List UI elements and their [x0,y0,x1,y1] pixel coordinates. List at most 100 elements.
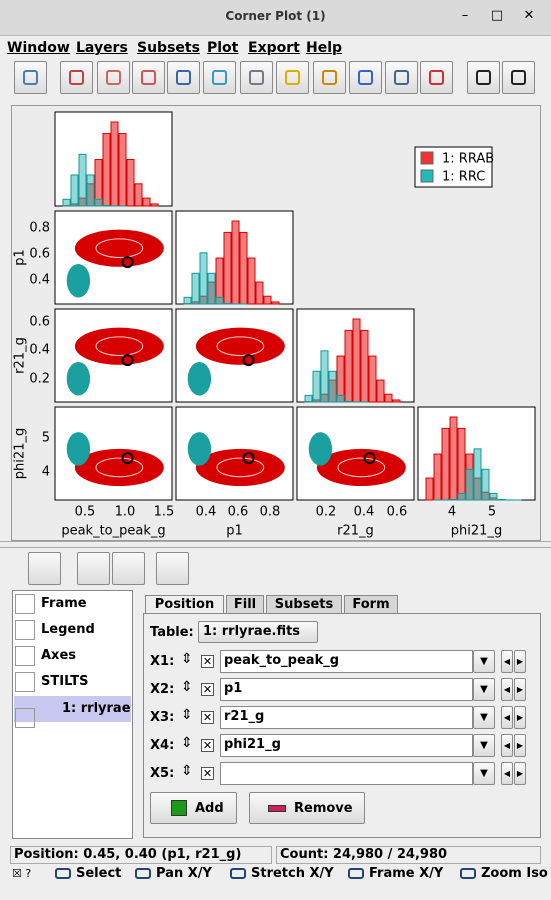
toolbar-button[interactable] [14,61,47,94]
tab[interactable]: Form [344,595,398,614]
toolbar-button[interactable] [203,61,236,94]
tool-icon[interactable] [55,868,71,879]
scatter-cloud-rrab [74,448,164,487]
layer-toolbar-button[interactable] [156,552,189,585]
tool-icons[interactable]: ☒ ? [12,867,32,880]
layer-item[interactable]: Axes [41,648,77,663]
dropdown-button[interactable]: ▼ [473,678,495,701]
toolbar-button[interactable] [240,61,273,94]
button-label[interactable]: Remove [294,801,353,816]
tool-icon[interactable] [348,868,364,879]
action-button[interactable]: Remove [249,792,365,824]
histogram-bar-rrc [489,492,498,501]
toolbar-button[interactable] [349,61,382,94]
histogram-bar-rrab [126,159,135,207]
updown-icon[interactable]: ⇕ [181,707,193,723]
step-button[interactable]: ◀ [501,762,513,785]
toolbar-icon [69,70,84,85]
step-button[interactable]: ◀ [501,734,513,757]
layer-icon [15,708,35,728]
menu-item[interactable]: Export [248,40,300,56]
step-button[interactable]: ▶ [514,762,526,785]
toolbar-button[interactable] [385,61,418,94]
contour [95,336,144,356]
layer-item[interactable]: STILTS [41,674,89,689]
menu-item[interactable]: Plot [207,40,239,56]
cursor-marker [363,452,376,465]
coord-field[interactable]: p1 [220,678,473,701]
toolbar-button[interactable] [167,61,200,94]
tool-icon[interactable] [135,868,151,879]
histogram-bar-rrab [134,183,143,207]
menu-item[interactable]: Window [7,40,70,56]
toolbar-button[interactable] [276,61,309,94]
tab[interactable]: Position [145,595,224,614]
tool-label[interactable]: Select [76,866,122,881]
window-button[interactable]: ✕ [523,8,535,23]
step-button[interactable]: ▶ [514,650,526,673]
table-label: Table: [150,625,194,640]
toolbar-button[interactable] [420,61,453,94]
toolbar-button[interactable] [502,61,535,94]
coord-field[interactable] [220,762,473,785]
dropdown-button[interactable]: ▼ [473,734,495,757]
tab[interactable]: Fill [226,595,264,614]
cursor-marker [242,354,255,367]
tool-label[interactable]: Stretch X/Y [251,866,334,881]
menu-item[interactable]: Layers [76,40,128,56]
updown-icon[interactable]: ⇕ [181,735,193,751]
x-tick-label: 0.6 [228,505,249,520]
step-button[interactable]: ▶ [514,706,526,729]
menu-item[interactable]: Subsets [137,40,200,56]
layer-item[interactable]: Legend [41,622,95,637]
step-button[interactable]: ◀ [501,678,513,701]
toolbar-button[interactable] [97,61,130,94]
tool-icon[interactable] [460,868,476,879]
legend-entry: 1: RRC [442,170,485,185]
layer-item[interactable]: 1: rrlyrae [14,696,131,722]
layer-list: Frame Legend Axes STILTS 1: rrlyrae [12,590,133,839]
step-button[interactable]: ▶ [514,734,526,757]
step-button[interactable]: ◀ [501,650,513,673]
histogram-bar-rrc [78,153,87,207]
step-button[interactable]: ▶ [514,678,526,701]
tool-label[interactable]: Frame X/Y [369,866,444,881]
toolbar-button[interactable] [313,61,346,94]
histogram-bar-rrab [118,133,127,207]
dropdown-button[interactable]: ▼ [473,706,495,729]
action-button[interactable]: Add [150,792,237,824]
toolbar-button[interactable] [60,61,93,94]
window-button[interactable]: □ [490,8,504,23]
table-selector[interactable]: 1: rrlyrae.fits [198,621,318,643]
tool-label[interactable]: Pan X/Y [156,866,212,881]
button-label[interactable]: Add [195,801,224,816]
layer-toolbar-button[interactable] [77,552,110,585]
tab[interactable]: Subsets [266,595,342,614]
window-button[interactable]: – [461,8,469,23]
checkbox[interactable]: ✕ [201,767,214,780]
layer-item[interactable]: Frame [41,596,87,611]
toolbar-button[interactable] [132,61,165,94]
toolbar-button[interactable] [467,61,500,94]
checkbox[interactable]: ✕ [201,655,214,668]
scatter-cloud-rrc [187,362,212,396]
dropdown-button[interactable]: ▼ [473,762,495,785]
layer-toolbar-button[interactable] [112,552,145,585]
updown-icon[interactable]: ⇕ [181,679,193,695]
toolbar-icon [429,70,444,85]
tool-icon[interactable] [230,868,246,879]
updown-icon[interactable]: ⇕ [181,651,193,667]
coord-field[interactable]: phi21_g [220,734,473,757]
coord-field[interactable]: peak_to_peak_g [220,650,473,673]
histogram-bar-rrc [481,468,490,501]
layer-toolbar-button[interactable] [28,552,61,585]
step-button[interactable]: ◀ [501,706,513,729]
coord-field[interactable]: r21_g [220,706,473,729]
checkbox[interactable]: ✕ [201,711,214,724]
checkbox[interactable]: ✕ [201,683,214,696]
updown-icon[interactable]: ⇕ [181,763,193,779]
menu-item[interactable]: Help [306,40,343,56]
checkbox[interactable]: ✕ [201,739,214,752]
tool-label[interactable]: Zoom Iso [481,866,548,881]
dropdown-button[interactable]: ▼ [473,650,495,673]
